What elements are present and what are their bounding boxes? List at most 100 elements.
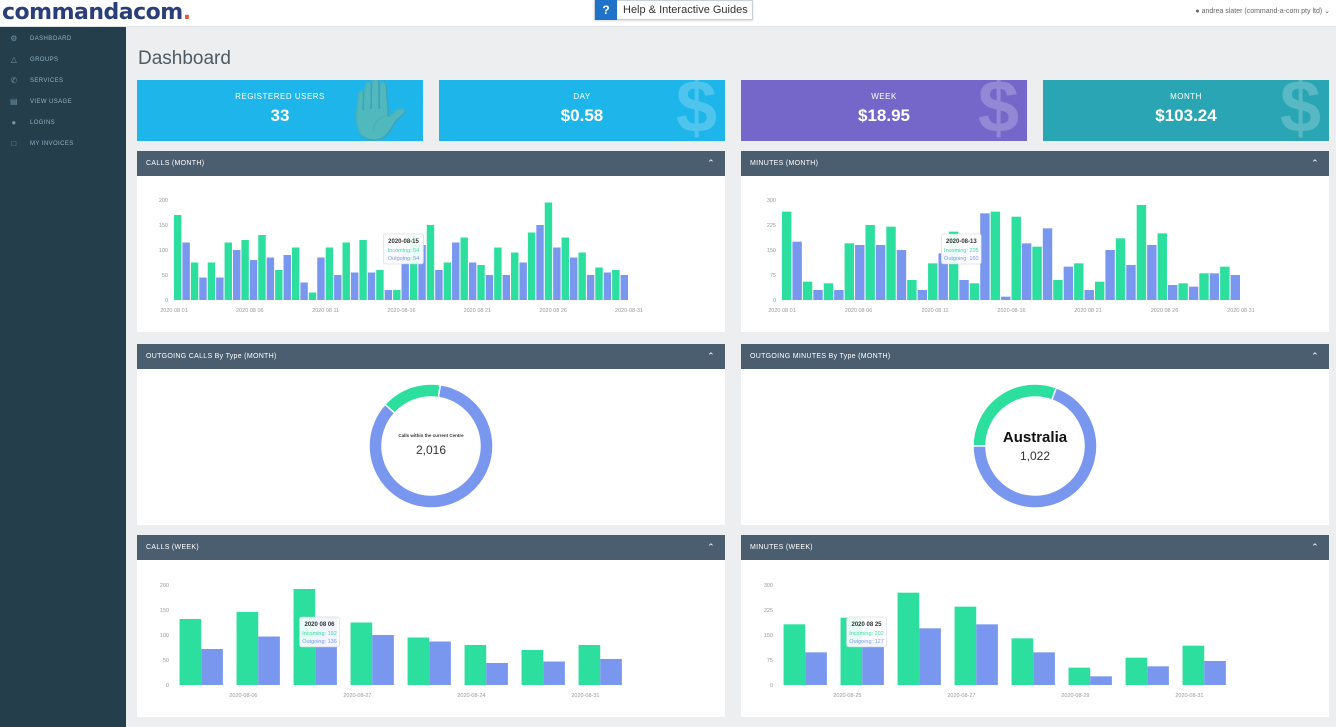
x-tick-label: 2020 08 01 bbox=[160, 308, 188, 314]
help-guides-button[interactable]: ? Help & Interactive Guides bbox=[594, 0, 753, 20]
panel-header: OUTGOING MINUTES By Type (MONTH) ⌃ bbox=[741, 344, 1329, 369]
incoming-bar bbox=[308, 292, 317, 300]
y-tick-label: 100 bbox=[160, 633, 169, 639]
user-name: andrea slater (command-a-com pty ltd) bbox=[1201, 8, 1323, 15]
outgoing-bar bbox=[875, 245, 886, 300]
chevron-up-icon[interactable]: ⌃ bbox=[1311, 351, 1319, 361]
outgoing-bar bbox=[1167, 285, 1178, 300]
document-icon: □ bbox=[11, 139, 17, 148]
stat-label: DAY bbox=[573, 92, 591, 101]
outgoing-bar bbox=[543, 661, 565, 685]
incoming-bar bbox=[802, 281, 813, 300]
outgoing-bar bbox=[232, 250, 241, 300]
incoming-bar bbox=[595, 267, 603, 300]
incoming-bar bbox=[897, 592, 920, 685]
sidebar-item-view-usage[interactable]: ▤ VIEW USAGE bbox=[0, 91, 126, 112]
outgoing-bar bbox=[959, 280, 969, 300]
outgoing-bar bbox=[1188, 286, 1199, 300]
incoming-bar bbox=[464, 645, 487, 685]
outgoing-bar bbox=[1090, 676, 1112, 685]
incoming-bar bbox=[782, 211, 792, 300]
outgoing-bar bbox=[834, 290, 844, 300]
outgoing-bar bbox=[919, 628, 941, 685]
outgoing-bar bbox=[519, 262, 527, 300]
y-tick-label: 200 bbox=[159, 198, 168, 204]
incoming-bar bbox=[1094, 281, 1105, 300]
chevron-up-icon[interactable]: ⌃ bbox=[707, 158, 715, 168]
tooltip-incoming: Incoming: 192 bbox=[302, 631, 337, 637]
outgoing-bar bbox=[485, 275, 494, 300]
outgoing-bar bbox=[1147, 666, 1169, 685]
sidebar-item-services[interactable]: ✆ SERVICES bbox=[0, 70, 126, 91]
dashboard-icon: ⚙ bbox=[10, 34, 18, 43]
incoming-bar bbox=[179, 619, 202, 685]
incoming-bar bbox=[275, 270, 283, 300]
incoming-bar bbox=[407, 637, 430, 685]
sidebar-item-label: SERVICES bbox=[30, 77, 64, 84]
outgoing-bar bbox=[1209, 273, 1220, 300]
x-tick-label: 2020 08 06 bbox=[236, 308, 264, 314]
brand-dot: . bbox=[182, 0, 191, 25]
y-tick-label: 0 bbox=[770, 683, 773, 689]
incoming-bar bbox=[241, 240, 249, 300]
incoming-bar bbox=[1178, 283, 1188, 300]
incoming-bar bbox=[544, 202, 553, 300]
incoming-bar bbox=[521, 650, 544, 685]
y-tick-label: 225 bbox=[767, 223, 776, 229]
x-tick-label: 2020-08-29 bbox=[1061, 693, 1089, 699]
y-tick-label: 150 bbox=[160, 608, 169, 614]
chevron-up-icon[interactable]: ⌃ bbox=[1311, 158, 1319, 168]
stat-registered-users: ✋ REGISTERED USERS 33 bbox=[137, 80, 423, 141]
sidebar-item-logins[interactable]: ● LOGINS bbox=[0, 112, 126, 133]
outgoing-bar bbox=[1230, 275, 1240, 300]
x-tick-label: 2020 08 06 bbox=[845, 308, 873, 314]
outgoing-bar bbox=[805, 652, 827, 685]
incoming-bar bbox=[844, 243, 855, 300]
outgoing-bar bbox=[896, 250, 907, 300]
x-tick-label: 2020 08 11 bbox=[312, 308, 339, 314]
incoming-bar bbox=[783, 624, 806, 685]
user-menu[interactable]: ● andrea slater (command-a-com pty ltd) … bbox=[1195, 7, 1330, 15]
x-tick-label: 2020 08 26 bbox=[1151, 308, 1179, 314]
panel-header: MINUTES (WEEK) ⌃ bbox=[741, 535, 1329, 560]
incoming-bar bbox=[1182, 645, 1205, 685]
outgoing-bar bbox=[1105, 250, 1115, 300]
outgoing-calls-donut: Calls within the current Centre 2,016 bbox=[368, 383, 494, 509]
sidebar-item-groups[interactable]: △ GROUPS bbox=[0, 49, 126, 70]
tooltip-outgoing: Outgoing: 160 bbox=[944, 256, 979, 262]
outgoing-bar bbox=[980, 213, 990, 300]
outgoing-bar bbox=[1001, 296, 1011, 300]
chevron-up-icon[interactable]: ⌃ bbox=[707, 351, 715, 361]
incoming-bar bbox=[291, 247, 300, 300]
outgoing-bar bbox=[201, 649, 223, 685]
incoming-bar bbox=[561, 237, 570, 300]
thumbs-up-icon: ✋ bbox=[340, 80, 415, 141]
sidebar-item-label: MY INVOICES bbox=[30, 140, 74, 147]
sidebar-item-my-invoices[interactable]: □ MY INVOICES bbox=[0, 133, 126, 154]
chevron-up-icon[interactable]: ⌃ bbox=[707, 542, 715, 552]
incoming-bar bbox=[1115, 238, 1126, 300]
tooltip-title: 2020 08 06 bbox=[304, 622, 335, 628]
incoming-bar bbox=[527, 232, 536, 300]
incoming-bar bbox=[1125, 657, 1148, 685]
outgoing-bar bbox=[435, 270, 443, 300]
outgoing-bar bbox=[1147, 245, 1157, 300]
outgoing-bar bbox=[334, 275, 342, 300]
tooltip-box bbox=[846, 616, 887, 648]
panel-header: CALLS (WEEK) ⌃ bbox=[137, 535, 725, 560]
x-tick-label: 2020-08-31 bbox=[615, 308, 643, 314]
panel-header: CALLS (MONTH) ⌃ bbox=[137, 151, 725, 176]
incoming-bar bbox=[1199, 273, 1209, 300]
incoming-bar bbox=[1157, 233, 1167, 300]
stat-value: 33 bbox=[270, 106, 290, 125]
incoming-bar bbox=[325, 247, 334, 300]
y-tick-label: 225 bbox=[764, 608, 773, 614]
incoming-bar bbox=[409, 235, 418, 300]
brand-name: commandacom bbox=[2, 0, 183, 25]
outgoing-bar bbox=[1084, 290, 1094, 300]
outgoing-bar bbox=[182, 242, 190, 300]
stat-day: $ DAY $0.58 bbox=[439, 80, 725, 141]
chevron-up-icon[interactable]: ⌃ bbox=[1311, 542, 1319, 552]
brand-logo[interactable]: commandacom. bbox=[2, 0, 191, 26]
sidebar-item-dashboard[interactable]: ⚙ DASHBOARD bbox=[0, 28, 126, 49]
